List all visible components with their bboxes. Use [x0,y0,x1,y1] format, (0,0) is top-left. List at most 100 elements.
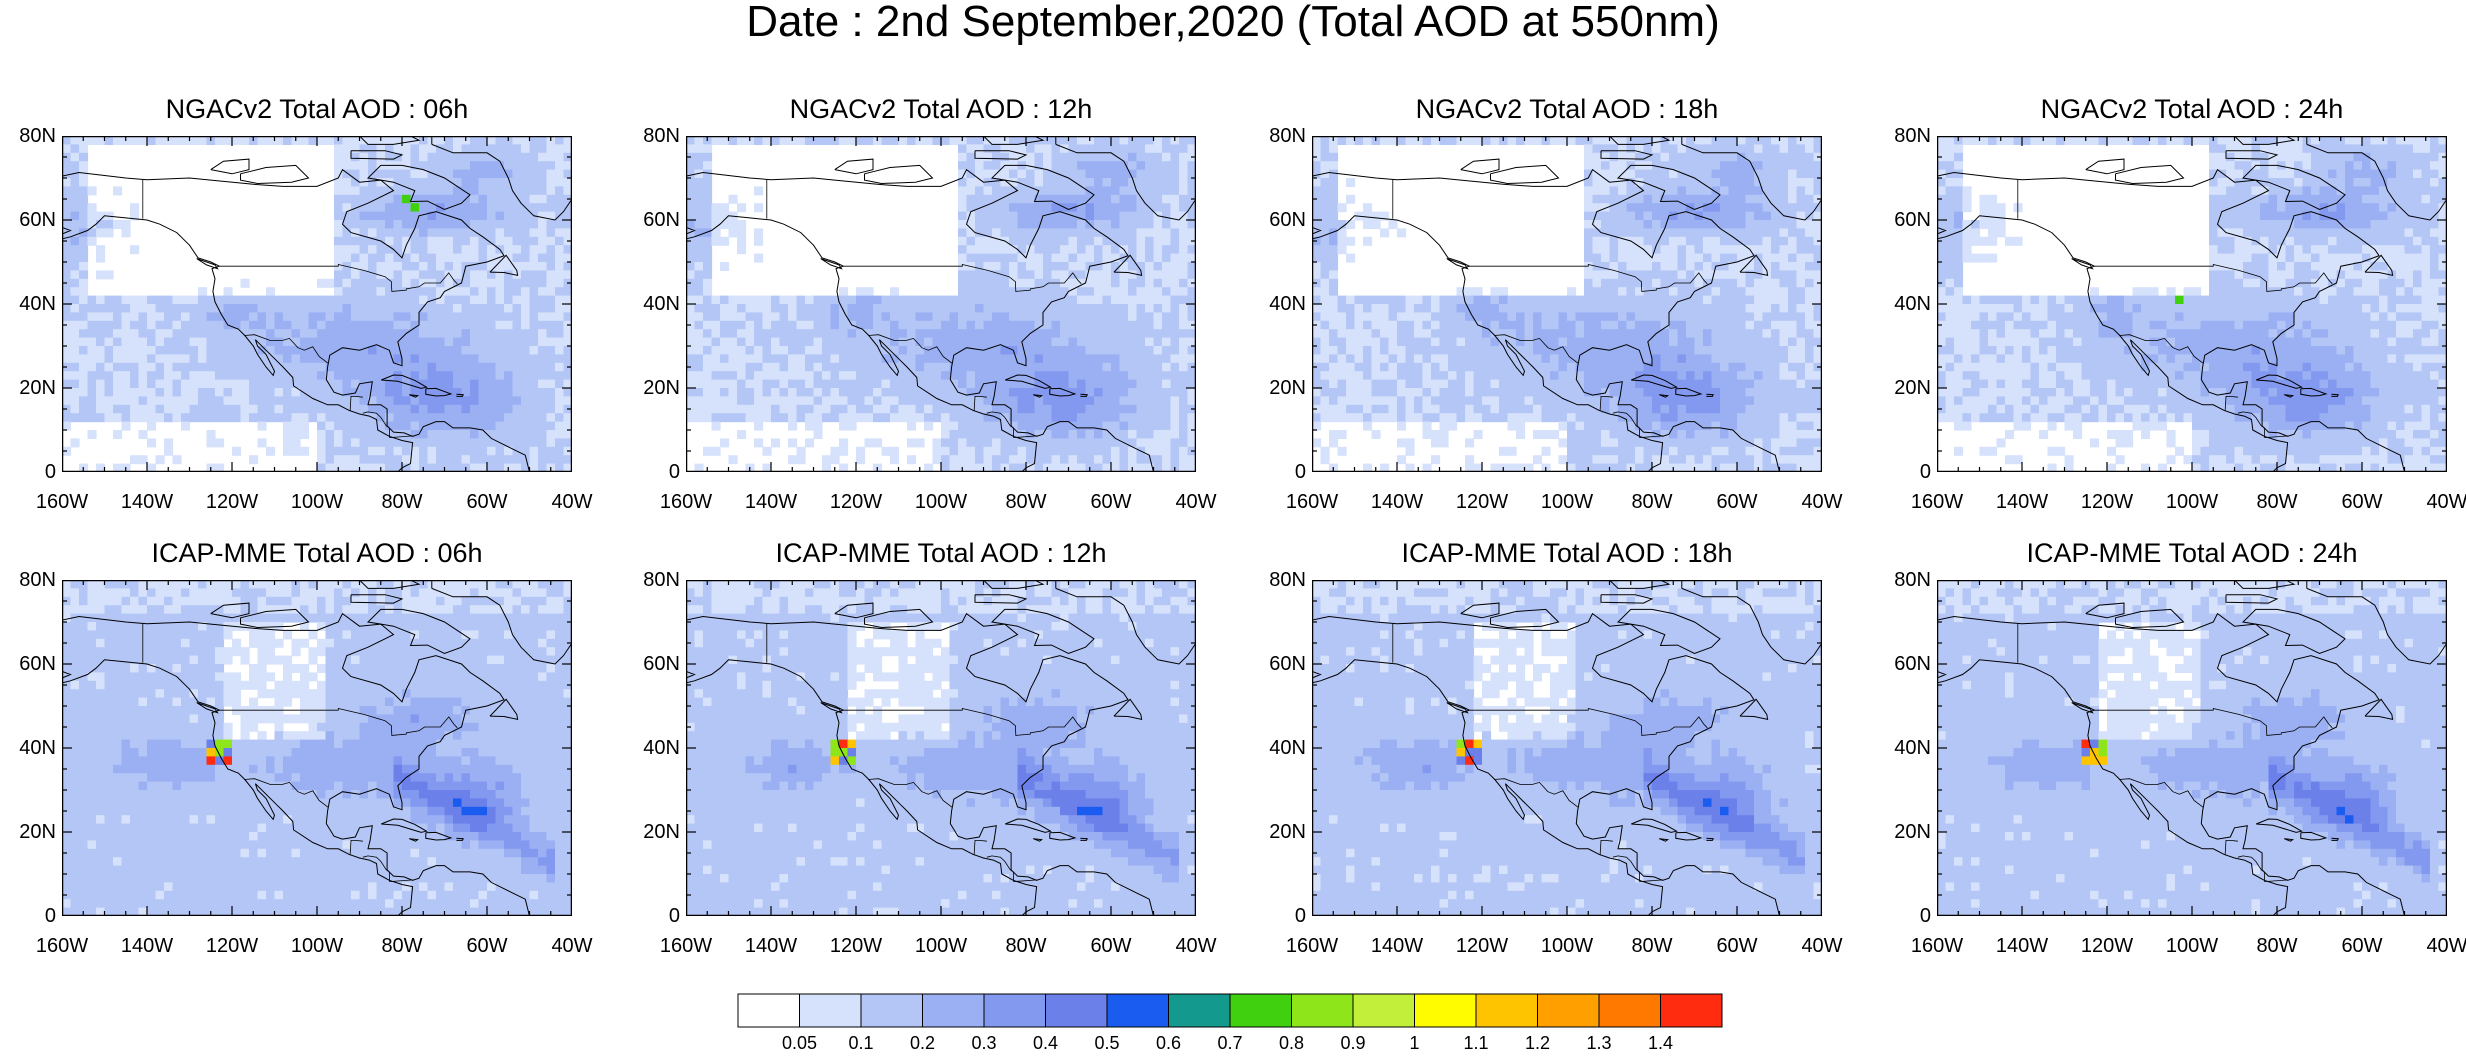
lon-tick-label: 100W [1540,491,1594,513]
lat-tick-label: 80N [1894,125,1931,147]
lon-tick-label: 60W [2341,935,2383,957]
lat-tick-label: 40N [1894,737,1931,759]
lon-tick-label: 40W [2426,935,2466,957]
lat-tick-label: 0 [1294,461,1306,483]
coastlines [686,580,1196,916]
lat-tick-label: 20N [19,821,56,843]
lon-tick-label: 160W [1285,935,1339,957]
aod-field [686,580,1196,916]
lat-tick-label: 40N [1269,293,1306,315]
lon-tick-label: 140W [120,491,174,513]
lon-tick-label: 80W [2256,935,2298,957]
lon-tick-label: 140W [1370,491,1424,513]
colorbar-swatch [1537,993,1600,1028]
colorbar [737,993,1723,1028]
lat-tick-label: 0 [668,905,680,927]
lon-tick-label: 140W [120,935,174,957]
coastlines [1312,136,1822,472]
panel-title: NGACv2 Total AOD : 24h [2040,94,2344,124]
lat-tick-label: 0 [1919,461,1931,483]
axis-ticks [1937,580,2447,916]
colorbar-swatch [1660,993,1723,1028]
lon-tick-label: 100W [2165,935,2219,957]
aod-map [1312,136,1822,472]
lat-tick-label: 20N [1894,377,1931,399]
lat-tick-label: 20N [19,377,56,399]
lat-tick-label: 20N [643,377,680,399]
lat-tick-label: 20N [1269,821,1306,843]
lon-tick-label: 160W [1910,491,1964,513]
lat-tick-label: 40N [1894,293,1931,315]
lon-tick-label: 60W [2341,491,2383,513]
aod-field [62,580,572,916]
lon-tick-label: 40W [551,935,593,957]
aod-map [1937,136,2447,472]
aod-map [1312,580,1822,916]
lon-tick-label: 100W [290,935,344,957]
lat-tick-label: 0 [1294,905,1306,927]
lon-tick-label: 120W [205,491,259,513]
lon-tick-label: 100W [290,491,344,513]
lon-tick-label: 40W [1175,491,1217,513]
lon-tick-label: 140W [1370,935,1424,957]
lon-tick-label: 80W [381,935,423,957]
aod-map [62,580,572,916]
colorbar-swatch [1106,993,1169,1028]
lat-tick-label: 60N [19,209,56,231]
lon-tick-label: 120W [205,935,259,957]
colorbar-label: 0.5 [1094,1033,1120,1053]
lon-tick-label: 120W [2080,491,2134,513]
colorbar-label: 1.1 [1463,1033,1489,1053]
panel-title: ICAP-MME Total AOD : 18h [1401,538,1733,568]
lat-tick-label: 60N [1269,653,1306,675]
colorbar-swatch [1291,993,1354,1028]
lat-tick-label: 60N [643,209,680,231]
lon-tick-label: 40W [1801,491,1843,513]
axis-ticks [62,580,572,916]
lat-tick-label: 80N [643,569,680,591]
lat-tick-label: 40N [643,293,680,315]
lat-tick-label: 40N [19,293,56,315]
colorbar-label: 1.2 [1524,1033,1551,1053]
lat-tick-label: 60N [643,653,680,675]
lon-tick-label: 160W [35,935,89,957]
lon-tick-label: 60W [1090,491,1132,513]
coastlines [62,136,572,472]
lon-tick-label: 120W [829,935,883,957]
axis-ticks [1312,580,1822,916]
lon-tick-label: 120W [2080,935,2134,957]
lon-tick-label: 120W [1455,935,1509,957]
coastlines [62,580,572,916]
lon-tick-label: 160W [35,491,89,513]
lat-tick-label: 80N [1894,569,1931,591]
lon-tick-label: 120W [1455,491,1509,513]
lon-tick-label: 140W [744,935,798,957]
aod-map [686,580,1196,916]
lat-tick-label: 0 [668,461,680,483]
colorbar-swatch [799,993,862,1028]
axis-ticks [62,136,572,472]
colorbar-label: 0.6 [1155,1033,1182,1053]
colorbar-label: 1.4 [1647,1033,1674,1053]
lon-tick-label: 60W [466,935,508,957]
aod-map [62,136,572,472]
panel-title: NGACv2 Total AOD : 06h [165,94,469,124]
lon-tick-label: 100W [2165,491,2219,513]
lon-tick-label: 60W [1716,491,1758,513]
colorbar-swatch [737,993,800,1028]
lon-tick-label: 120W [829,491,883,513]
colorbar-label: 1.3 [1586,1033,1612,1053]
panel-title: NGACv2 Total AOD : 12h [789,94,1093,124]
colorbar-label: 0.3 [971,1033,997,1053]
lon-tick-label: 40W [2426,491,2466,513]
lon-tick-label: 60W [466,491,508,513]
lat-tick-label: 40N [1269,737,1306,759]
lat-tick-label: 80N [1269,569,1306,591]
aod-field [62,136,572,472]
lat-tick-label: 80N [1269,125,1306,147]
coastlines [686,136,1196,472]
lon-tick-label: 140W [1995,491,2049,513]
lat-tick-label: 0 [1919,905,1931,927]
colorbar-label: 0.05 [781,1033,818,1053]
colorbar-swatch [983,993,1046,1028]
